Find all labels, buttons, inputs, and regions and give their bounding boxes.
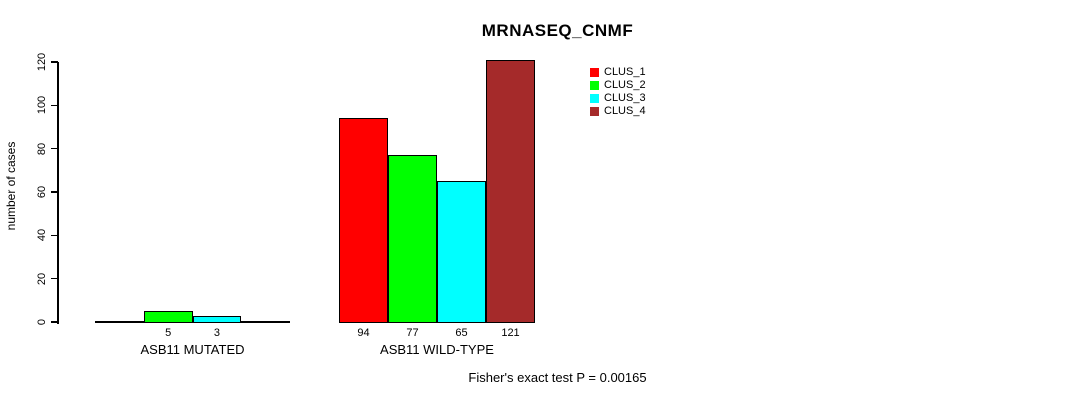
y-axis-tick-label: 80 (36, 142, 48, 155)
bar-value-label: 94 (357, 327, 370, 339)
legend-row: CLUS_3 (590, 92, 646, 105)
legend-label: CLUS_4 (604, 105, 646, 117)
bar-value-label: 121 (501, 327, 520, 339)
y-axis-tick (51, 61, 58, 63)
chart-title: MRNASEQ_CNMF (481, 21, 634, 40)
bar-clus_2 (388, 155, 437, 323)
y-axis-tick-label: 20 (36, 272, 48, 285)
legend-label: CLUS_1 (604, 66, 646, 78)
bar-value-label: 5 (165, 327, 172, 339)
y-axis-tick-label: 0 (36, 318, 48, 326)
legend-row: CLUS_2 (590, 79, 646, 92)
bar-clus_2 (143, 311, 193, 323)
legend-swatch-icon (590, 68, 599, 77)
legend-label: CLUS_3 (604, 92, 646, 104)
legend-swatch-icon (590, 107, 599, 116)
bar-value-label: 65 (455, 327, 468, 339)
y-axis-tick-label: 60 (36, 185, 48, 199)
y-axis-line (57, 62, 59, 324)
bar-clus_1 (339, 118, 388, 323)
legend: CLUS_1 CLUS_2 CLUS_3 CLUS_4 (590, 66, 646, 118)
y-axis-tick (51, 104, 58, 107)
bar-value-label: 3 (213, 327, 220, 339)
y-axis-tick (51, 147, 58, 150)
y-axis-tick (51, 191, 58, 193)
legend-row: CLUS_1 (590, 66, 646, 79)
y-axis-tick (51, 234, 58, 237)
legend-swatch-icon (590, 81, 599, 90)
bar-clus_4 (486, 59, 535, 323)
y-axis-label: number of cases (4, 141, 18, 231)
y-axis-tick (51, 277, 58, 280)
y-axis-tick-label: 100 (36, 96, 48, 115)
y-axis-tick (51, 321, 58, 323)
group-label: ASB11 WILD-TYPE (380, 342, 494, 357)
bar-clus_3 (437, 181, 486, 323)
bar-value-label: 77 (406, 327, 419, 339)
legend-swatch-icon (590, 94, 599, 103)
legend-row: CLUS_4 (590, 105, 646, 118)
group-label: ASB11 MUTATED (140, 342, 245, 357)
stat-annotation: Fisher's exact test P = 0.00165 (468, 370, 647, 385)
bar-clus_3 (192, 315, 242, 323)
y-axis-tick-label: 40 (36, 229, 48, 242)
legend-label: CLUS_2 (604, 79, 646, 91)
y-axis-tick-label: 120 (36, 52, 48, 72)
